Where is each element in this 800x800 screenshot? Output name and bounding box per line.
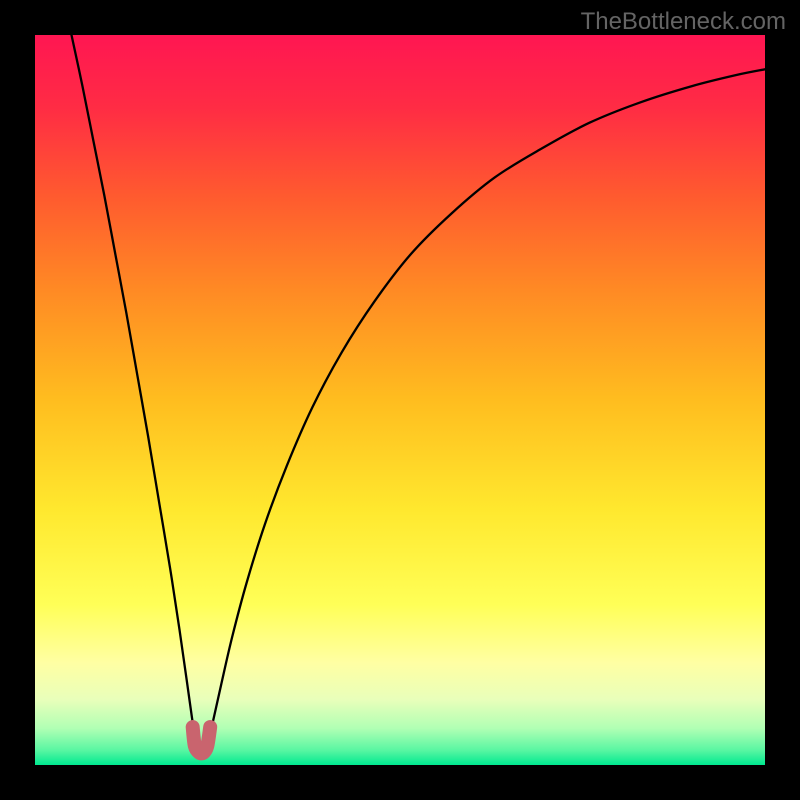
chart-svg bbox=[35, 35, 765, 765]
chart-plot-area bbox=[35, 35, 765, 765]
watermark-text: TheBottleneck.com bbox=[581, 8, 786, 36]
chart-background bbox=[35, 35, 765, 765]
